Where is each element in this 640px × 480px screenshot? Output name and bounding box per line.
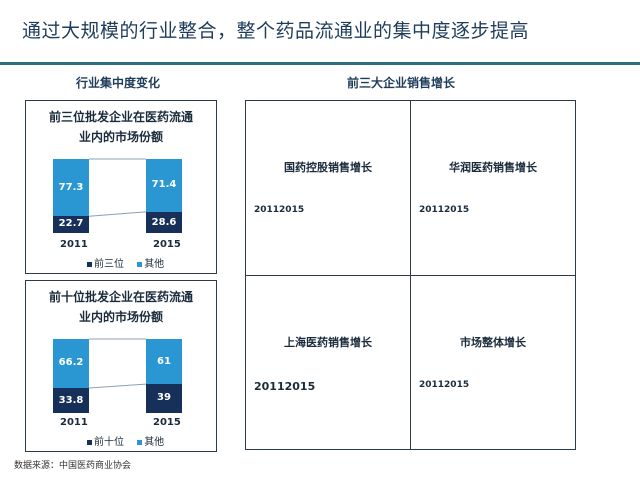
- header-divider: [0, 62, 640, 65]
- chart-title-line2: 业内的市场份额: [78, 130, 163, 144]
- legend-label-top10: 前十位: [94, 437, 124, 448]
- bar-segment-other: 77.3: [53, 159, 89, 217]
- bar-segment-other: 71.4: [146, 159, 182, 212]
- legend-swatch-top3: [87, 261, 92, 267]
- bar-2015: 71.4 28.6: [146, 159, 182, 233]
- cell-value: 20112015: [419, 380, 470, 390]
- bar-segment-top3: 22.7: [53, 216, 89, 233]
- grid-cell-shanghai-pharma: 上海医药销售增长 20112015: [246, 276, 410, 449]
- legend: 前十位 其他: [87, 433, 164, 448]
- legend-swatch-other: [137, 439, 143, 445]
- grid-cell-china-resources: 华润医药销售增长 20112015: [411, 101, 575, 275]
- bar-segment-top10: 39: [146, 384, 182, 413]
- bar-segment-top10: 33.8: [53, 387, 89, 413]
- bar-segment-other: 66.2: [53, 339, 89, 388]
- cell-title: 市场整体增长: [460, 336, 526, 349]
- chart-title-line1: 前十位批发企业在医药流通: [48, 290, 193, 304]
- sales-growth-grid: 国药控股销售增长 20112015 华润医药销售增长 20112015 上海医药…: [245, 100, 576, 450]
- x-label-2011: 2011: [60, 417, 88, 428]
- cell-value: 20112015: [254, 205, 305, 215]
- cell-title: 国药控股销售增长: [284, 161, 372, 174]
- grid-cell-sinopharm: 国药控股销售增长 20112015: [246, 101, 410, 275]
- connector-lines: [88, 338, 147, 389]
- cell-title: 上海医药销售增长: [284, 336, 372, 349]
- grid-divider-horizontal: [246, 275, 575, 276]
- left-column-heading: 行业集中度变化: [76, 76, 161, 90]
- bar-segment-other: 61: [146, 339, 182, 385]
- chart-panel-top3: 前三位批发企业在医药流通 业内的市场份额 77.3 22.7 71.4 28.6…: [25, 100, 217, 274]
- chart-title-line2: 业内的市场份额: [78, 310, 163, 324]
- bar-segment-top3: 28.6: [146, 211, 182, 233]
- bar-2015: 61 39: [146, 339, 182, 413]
- x-label-2011: 2011: [60, 239, 88, 250]
- bar-2011: 66.2 33.8: [53, 339, 89, 413]
- cell-title: 华润医药销售增长: [449, 161, 537, 174]
- chart-title-line1: 前三位批发企业在医药流通: [48, 110, 193, 124]
- chart-panel-top10: 前十位批发企业在医药流通 业内的市场份额 66.2 33.8 61 39 201…: [25, 280, 217, 452]
- page-title: 通过大规模的行业整合，整个药品流通业的集中度逐步提高: [22, 20, 530, 42]
- cell-value: 20112015: [254, 380, 316, 393]
- cell-value: 20112015: [419, 205, 470, 215]
- legend-swatch-other: [137, 261, 143, 267]
- connector-lines: [88, 158, 147, 217]
- data-source-note: 数据来源：中国医药商业协会: [14, 461, 132, 471]
- legend: 前三位 其他: [87, 255, 164, 270]
- x-label-2015: 2015: [153, 239, 181, 250]
- legend-swatch-top10: [87, 439, 92, 445]
- x-label-2015: 2015: [153, 417, 181, 428]
- bar-2011: 77.3 22.7: [53, 159, 89, 233]
- legend-label-other: 其他: [144, 437, 165, 448]
- grid-cell-market-overall: 市场整体增长 20112015: [411, 276, 575, 449]
- right-column-heading: 前三大企业销售增长: [347, 76, 456, 90]
- legend-label-other: 其他: [144, 259, 165, 270]
- legend-label-top3: 前三位: [94, 259, 124, 270]
